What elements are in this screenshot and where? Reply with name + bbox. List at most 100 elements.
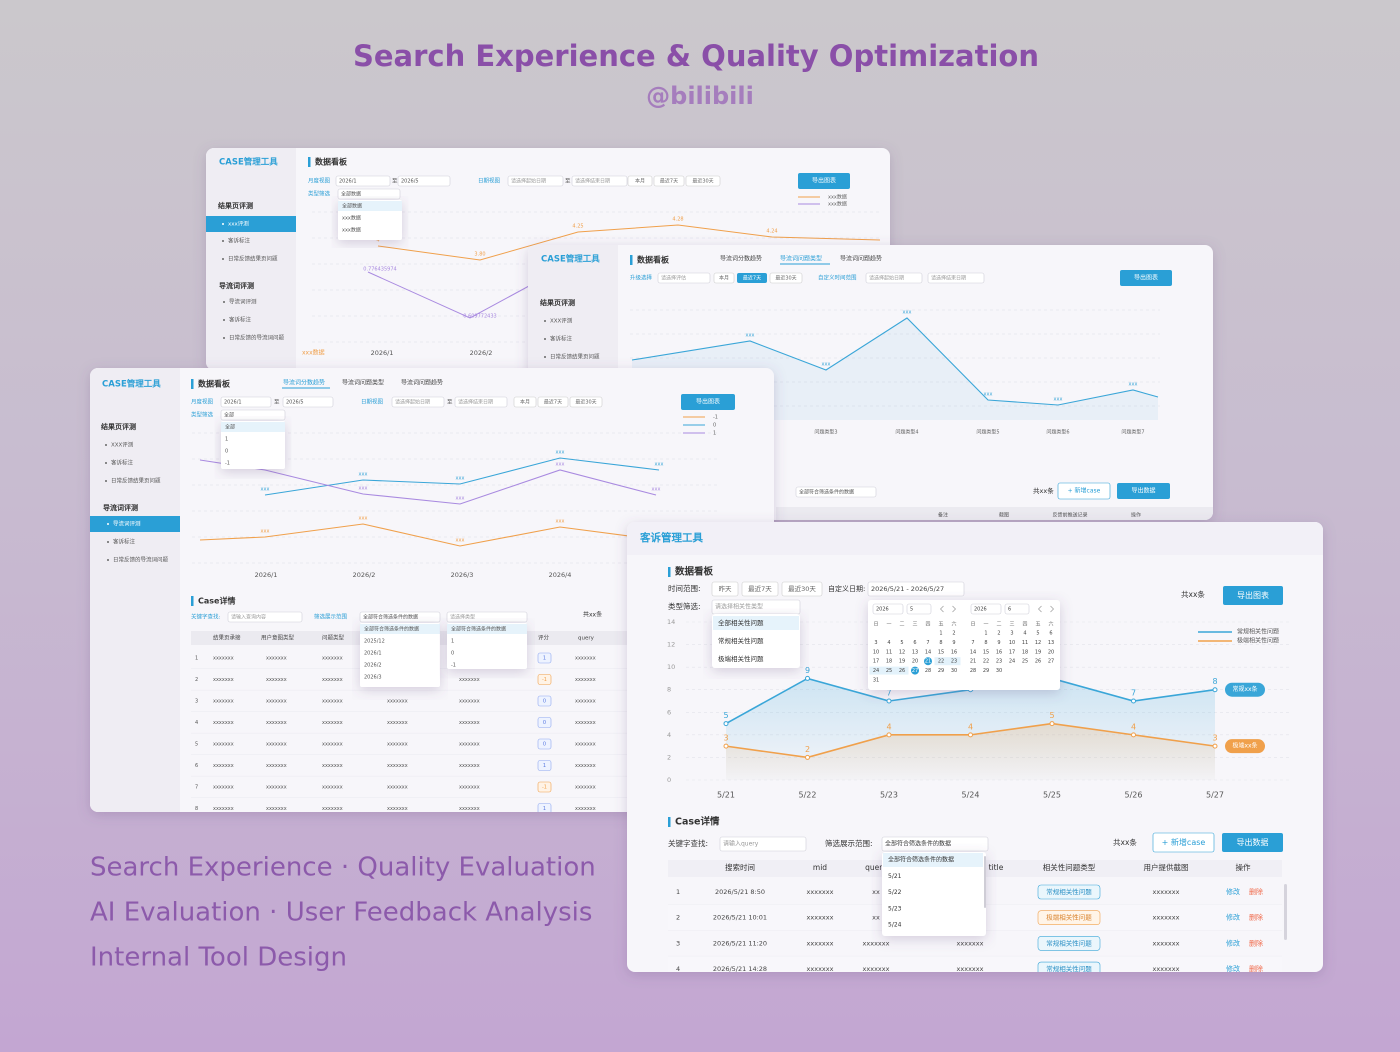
button[interactable] <box>569 396 603 408</box>
day: 14 <box>925 649 931 655</box>
button-label: 最近30天 <box>788 584 816 593</box>
delete-link[interactable]: 删除 <box>1249 964 1263 973</box>
input-text: 2026 <box>876 607 889 613</box>
input[interactable] <box>220 409 286 421</box>
button-label: 导出图表 <box>1237 590 1269 600</box>
input[interactable] <box>282 396 334 408</box>
input[interactable] <box>865 272 923 284</box>
day: 7 <box>926 640 929 646</box>
score-badge <box>537 652 552 664</box>
legend-label: 极端相关性问题 <box>1237 637 1279 645</box>
button[interactable] <box>627 175 653 187</box>
label: 至 <box>565 178 571 185</box>
weekday: 六 <box>951 621 956 628</box>
input[interactable] <box>906 603 932 615</box>
input[interactable] <box>454 396 508 408</box>
label: 月度视图 <box>191 398 214 406</box>
data-point <box>1131 732 1136 738</box>
input[interactable] <box>881 836 989 852</box>
input[interactable] <box>446 611 528 623</box>
tag-line: AI Evaluation · User Feedback Analysis <box>90 898 592 928</box>
delete-link[interactable]: 删除 <box>1249 938 1263 947</box>
button[interactable] <box>513 396 537 408</box>
edit-link[interactable]: 修改 <box>1226 913 1240 922</box>
button[interactable] <box>1223 586 1283 605</box>
button[interactable] <box>653 175 685 187</box>
point-label: xxx <box>556 519 565 525</box>
day: 17 <box>873 659 879 665</box>
input[interactable] <box>337 188 401 200</box>
input-text: 请选择类型 <box>450 614 475 621</box>
input[interactable] <box>1004 603 1030 615</box>
input[interactable] <box>227 611 303 623</box>
cell: xxxxxxx <box>387 720 408 726</box>
input[interactable] <box>220 396 272 408</box>
option: 5/22 <box>888 889 902 896</box>
button[interactable] <box>713 272 735 284</box>
button[interactable] <box>798 173 850 189</box>
nav-item: 日常反馈结果页问题 <box>111 477 161 485</box>
option: 全部符合筛选条件的数据 <box>451 626 506 633</box>
cell: xxxxxxx <box>266 720 287 726</box>
input[interactable] <box>507 175 564 187</box>
button[interactable] <box>681 394 735 410</box>
y-tick-label: 10 <box>667 663 675 671</box>
column-header: 评分 <box>538 634 550 642</box>
day: 24 <box>1009 659 1015 665</box>
button[interactable] <box>1120 270 1172 286</box>
input[interactable] <box>391 396 445 408</box>
score-badge <box>537 803 552 812</box>
trend-line <box>367 271 541 319</box>
input[interactable] <box>359 611 441 623</box>
label: 日期视图 <box>361 398 384 406</box>
column-header: 备注 <box>938 512 948 519</box>
input[interactable] <box>970 603 1002 615</box>
point-label: 3.80 <box>474 252 485 258</box>
edit-link[interactable]: 修改 <box>1226 887 1240 896</box>
button[interactable] <box>741 581 779 597</box>
weekday: 日 <box>873 622 878 628</box>
score: 0 <box>543 742 546 748</box>
series-tag <box>1225 682 1265 697</box>
column-header: 操作 <box>1236 862 1252 872</box>
score: 1 <box>543 806 546 812</box>
delete-link[interactable]: 删除 <box>1249 887 1263 896</box>
edit-link[interactable]: 修改 <box>1226 938 1240 947</box>
button[interactable] <box>1117 483 1170 499</box>
button[interactable] <box>685 175 721 187</box>
x-tick-label: 5/24 <box>962 791 980 800</box>
cell: 4 <box>195 720 198 726</box>
input[interactable] <box>867 581 965 597</box>
input[interactable] <box>657 272 711 284</box>
input[interactable] <box>795 486 877 498</box>
edit-link[interactable]: 修改 <box>1226 964 1240 973</box>
input[interactable] <box>571 175 628 187</box>
button[interactable] <box>737 273 767 283</box>
input[interactable] <box>719 836 807 852</box>
label: 关键字查找: <box>191 613 221 621</box>
tab: 导流词分数趋势 <box>283 379 325 387</box>
table-header <box>776 507 1213 520</box>
button[interactable] <box>1152 832 1215 853</box>
weekday: 四 <box>1022 622 1027 628</box>
button[interactable] <box>711 581 739 597</box>
data-point <box>805 675 810 681</box>
button[interactable] <box>1222 833 1283 852</box>
input-text: 全部 <box>224 412 234 419</box>
nav-item: 日常反馈结果页问题 <box>228 255 278 263</box>
cell: xxxxxxx <box>957 965 984 973</box>
input[interactable] <box>397 175 451 187</box>
button[interactable] <box>537 396 569 408</box>
point-label: xxx <box>746 333 755 339</box>
button[interactable] <box>781 581 823 597</box>
delete-link[interactable]: 删除 <box>1249 913 1263 922</box>
input[interactable] <box>872 603 904 615</box>
button[interactable] <box>769 272 803 284</box>
input[interactable] <box>335 175 391 187</box>
button[interactable] <box>1057 482 1111 500</box>
bullet <box>105 462 107 464</box>
nav-item: 导流词评测 <box>229 298 257 306</box>
input[interactable] <box>927 272 985 284</box>
day-selected <box>924 657 932 666</box>
title-bar <box>668 817 671 827</box>
